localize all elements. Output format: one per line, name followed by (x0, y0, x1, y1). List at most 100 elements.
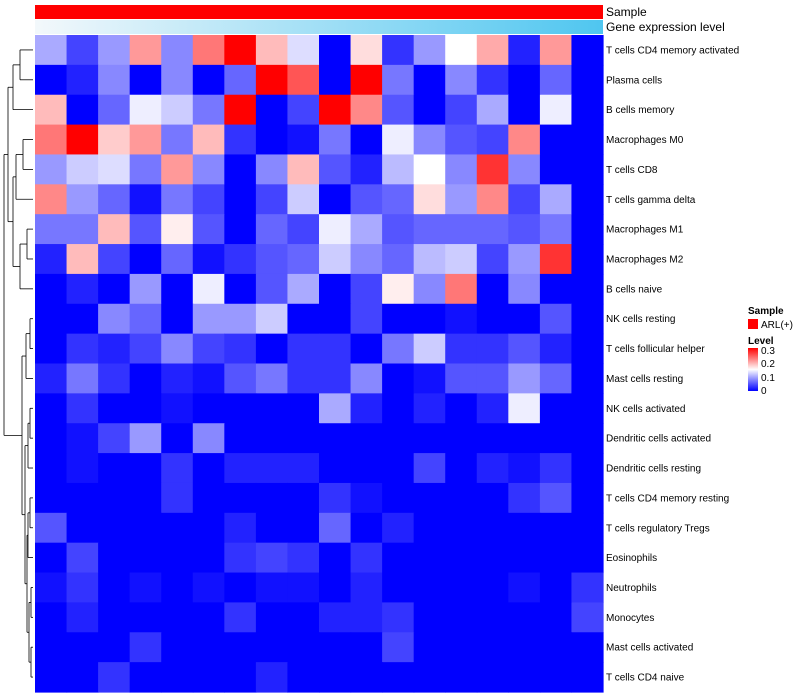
heatmap-cell (224, 512, 257, 544)
row-label: T cells regulatory Tregs (606, 523, 710, 534)
heatmap-cell (255, 124, 289, 156)
heatmap-cell (571, 453, 604, 484)
heatmap-cell (413, 154, 446, 185)
heatmap-cell (413, 64, 446, 96)
heatmap-cell (508, 94, 541, 126)
heatmap-cell (35, 602, 68, 633)
heatmap-cell (66, 244, 99, 275)
heatmap-cell (129, 244, 162, 275)
heatmap-cell (98, 244, 131, 275)
heatmap-cell (287, 512, 320, 544)
heatmap-cell (319, 572, 352, 604)
heatmap-cell (350, 214, 383, 245)
heatmap-cell (35, 273, 68, 305)
heatmap-cell (287, 542, 320, 574)
heatmap-cell (255, 64, 289, 96)
heatmap-cell (66, 214, 99, 245)
heatmap-cell (287, 35, 320, 66)
heatmap-cell (508, 423, 541, 454)
heatmap-cell (413, 453, 446, 484)
heatmap-cell (161, 333, 194, 365)
heatmap-cell (445, 393, 478, 424)
heatmap-cell (255, 453, 289, 484)
heatmap-cell (508, 572, 541, 604)
heatmap-cell (255, 632, 289, 663)
column-annotations: Sample Gene expression level (35, 5, 725, 34)
heatmap-cell (571, 572, 604, 604)
heatmap-cell (413, 542, 446, 574)
heatmap-cell (35, 453, 68, 484)
heatmap-cell (539, 94, 573, 126)
heatmap-cell (382, 632, 415, 663)
heatmap-cell (319, 542, 352, 574)
heatmap-cell (66, 632, 99, 663)
heatmap-cell (539, 632, 573, 663)
heatmap-cell (319, 35, 352, 66)
heatmap-cell (192, 482, 225, 514)
heatmap-cell (161, 542, 194, 574)
heatmap-cell (192, 154, 225, 185)
heatmap-cell (476, 363, 509, 394)
heatmap-cell (98, 482, 131, 514)
row-label: NK cells resting (606, 314, 675, 325)
heatmap-cell (192, 273, 225, 305)
heatmap-cell (445, 94, 478, 126)
row-label: Mast cells activated (606, 643, 693, 654)
heatmap-cell (382, 35, 415, 66)
heatmap-cell (382, 602, 415, 633)
heatmap-cell (129, 64, 162, 96)
heatmap-cell (98, 572, 131, 604)
heatmap-cell (161, 124, 194, 156)
heatmap-cell (192, 303, 225, 335)
heatmap-cell (161, 363, 194, 394)
heatmap-cell (382, 154, 415, 185)
heatmap-cell (255, 572, 289, 604)
heatmap-cell (224, 482, 257, 514)
heatmap-cell (66, 94, 99, 126)
heatmap-cell (287, 572, 320, 604)
heatmap-cell (319, 154, 352, 185)
heatmap-cell (255, 602, 289, 633)
heatmap-cell (571, 35, 604, 66)
heatmap-cell (35, 662, 68, 693)
heatmap-cell (224, 602, 257, 633)
heatmap-cell (98, 94, 131, 126)
heatmap-cell (445, 572, 478, 604)
heatmap-cell (571, 124, 604, 156)
heatmap-cell (224, 423, 257, 454)
heatmap-cell (413, 184, 446, 215)
heatmap-cell (129, 542, 162, 574)
heatmap-cell (350, 512, 383, 544)
heatmap-cell (129, 602, 162, 633)
heatmap-cell (192, 333, 225, 365)
heatmap-cell (476, 632, 509, 663)
heatmap-cell (350, 423, 383, 454)
heatmap-cell (508, 154, 541, 185)
heatmap-cell (508, 632, 541, 663)
heatmap-cell (382, 214, 415, 245)
heatmap-cell (255, 482, 289, 514)
heatmap-cell (224, 214, 257, 245)
legend-level-tick: 0 (761, 386, 767, 397)
heatmap-cell (571, 303, 604, 335)
heatmap-cell (413, 333, 446, 365)
heatmap-cell (413, 423, 446, 454)
heatmap-cell (319, 363, 352, 394)
heatmap-cell (508, 303, 541, 335)
heatmap-cell (476, 154, 509, 185)
row-label: T cells CD4 memory resting (606, 493, 729, 504)
heatmap-cell (129, 35, 162, 66)
heatmap-cell (35, 333, 68, 365)
heatmap-cell (66, 512, 99, 544)
heatmap-cell (66, 184, 99, 215)
heatmap-cell (413, 35, 446, 66)
heatmap-cell (66, 303, 99, 335)
legend-sample-title: Sample (748, 306, 784, 317)
heatmap-cell (539, 244, 573, 275)
row-label: T cells CD8 (606, 165, 658, 176)
heatmap-cell (319, 662, 352, 693)
heatmap-cell (224, 572, 257, 604)
heatmap-cell (382, 94, 415, 126)
heatmap-cell (129, 94, 162, 126)
heatmap-cell (319, 482, 352, 514)
